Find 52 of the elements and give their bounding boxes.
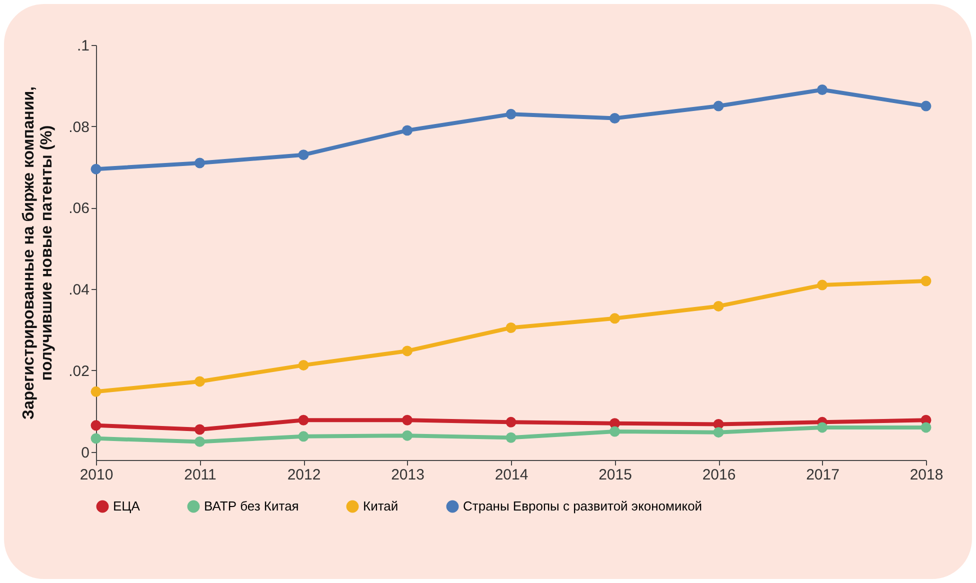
point [194,436,205,447]
point [506,322,516,334]
point [817,84,828,95]
point [610,426,620,437]
point [194,158,205,168]
point [402,430,412,441]
point [713,300,724,312]
point [298,150,309,160]
point [90,420,102,431]
x-tick-label: 2016 [702,466,736,484]
point [817,280,828,290]
point [506,432,516,443]
point [298,431,309,442]
point [610,313,620,324]
x-tick-label: 2018 [910,466,944,484]
x-tick-label: 2011 [184,466,216,484]
x-tick-label: 2013 [391,466,424,484]
point [298,414,309,426]
point [713,100,724,112]
y-tick-label: .08 [68,118,90,136]
legend-label: Страны Европы с развитой экономикой [463,498,702,514]
point [920,422,932,433]
point [298,360,309,370]
y-tick-label: .04 [68,282,90,299]
x-tick-label: 2010 [80,466,114,484]
legend-label: ЕЦА [113,498,140,514]
point [817,422,828,433]
point [402,125,412,136]
legend-label: ВАТР без Китая [204,498,299,514]
point [506,416,516,428]
y-tick-label: 0 [81,444,90,462]
point [194,424,205,435]
x-tick-label: 2015 [598,466,632,484]
point [90,433,102,444]
point [610,113,620,124]
legend-label: Китай [363,498,398,514]
x-tick-label: 2014 [494,466,528,484]
x-tick-label: 2012 [287,466,321,484]
point [402,346,412,356]
y-axis-title: Зарегистрированные на бирже компании, получившие новые патенты (%) [20,86,56,420]
point [90,386,102,397]
point [506,108,516,120]
y-tick-label: .1 [76,38,90,54]
y-tick-label: .02 [68,362,90,380]
point [920,100,932,112]
point [194,376,205,387]
x-tick-label: 2017 [806,466,840,484]
point [90,164,102,174]
point [920,276,932,286]
y-tick-label: .06 [68,200,90,218]
point [713,427,724,438]
point [402,414,412,426]
